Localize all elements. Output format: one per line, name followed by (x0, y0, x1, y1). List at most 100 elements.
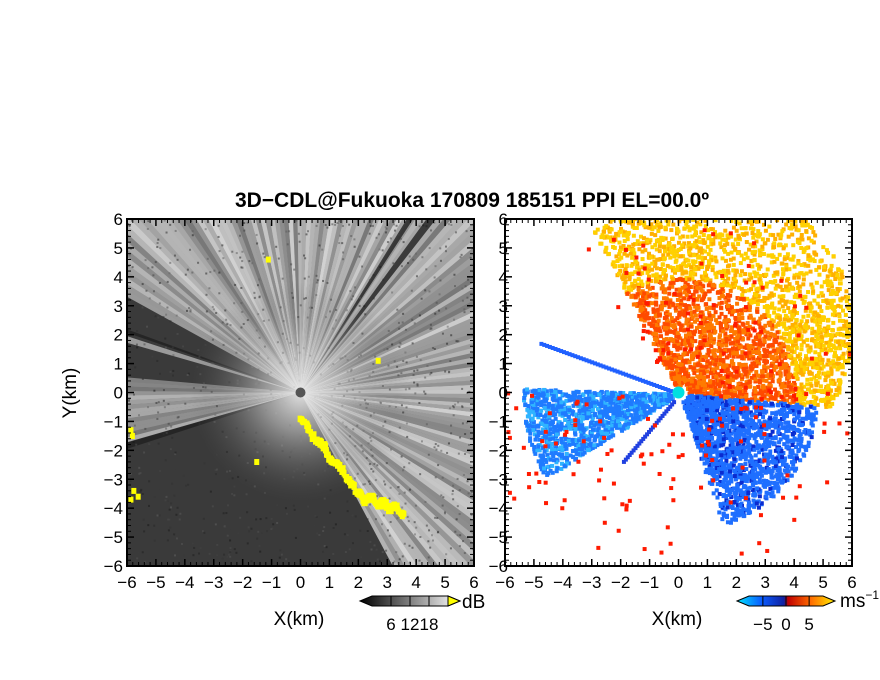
reflectivity-speckle (393, 560, 396, 563)
velocity-receding-gate (792, 264, 797, 269)
reflectivity-speckle (206, 257, 209, 260)
velocity-receding-gate (751, 197, 755, 201)
velocity-receding-gate (841, 355, 846, 360)
reflectivity-speckle (173, 533, 176, 536)
velocity-receding-gate (679, 362, 684, 367)
velocity-receding-gate (810, 331, 815, 336)
velocity-receding-gate (790, 322, 795, 327)
velocity-receding-gate (745, 296, 750, 301)
reflectivity-speckle (162, 389, 165, 392)
velocity-receding-gate (692, 309, 697, 314)
velocity-receding-gate (731, 198, 735, 202)
reflectivity-speckle (440, 494, 443, 497)
velocity-receding-gate (736, 326, 741, 331)
reflectivity-speckle (316, 532, 319, 535)
velocity-receding-gate (676, 229, 681, 234)
reflectivity-speckle (151, 355, 154, 358)
velocity-receding-gate (837, 390, 842, 395)
velocity-receding-gate (724, 343, 729, 348)
reflectivity-xtick-label: 1 (325, 573, 334, 592)
velocity-receding-gate (736, 333, 741, 338)
velocity-approaching-gate (728, 472, 733, 477)
velocity-receding-gate (704, 277, 709, 282)
velocity-receding-gate (706, 234, 711, 239)
reflectivity-speckle (141, 377, 144, 380)
reflectivity-speckle (377, 233, 380, 236)
velocity-receding-gate (631, 213, 635, 217)
velocity-receding-gate (844, 289, 849, 294)
velocity-receding-gate (775, 335, 780, 340)
velocity-receding-gate (742, 186, 746, 190)
velocity-receding-gate (812, 388, 817, 393)
velocity-receding-gate (744, 354, 749, 359)
reflectivity-speckle (223, 553, 226, 556)
velocity-receding-gate (779, 335, 784, 340)
velocity-receding-gate (739, 354, 744, 359)
reflectivity-speckle (433, 446, 436, 449)
reflectivity-speckle (153, 495, 156, 498)
reflectivity-speckle (176, 416, 179, 419)
velocity-receding-gate (641, 304, 646, 309)
reflectivity-speckle (157, 316, 160, 319)
velocity-receding-gate (668, 300, 673, 305)
velocity-receding-gate (687, 332, 692, 337)
reflectivity-speckle (331, 223, 334, 226)
velocity-receding-gate (734, 386, 739, 391)
reflectivity-speckle (142, 518, 145, 521)
reflectivity-speckle (362, 483, 365, 486)
velocity-receding-gate (837, 361, 842, 366)
velocity-receding-gate (735, 191, 739, 195)
velocity-receding-gate (699, 250, 704, 255)
velocity-receding-gate (725, 241, 730, 246)
velocity-receding-gate (685, 282, 690, 287)
velocity-receding-gate (751, 392, 756, 397)
velocity-receding-gate (640, 282, 645, 287)
velocity-receding-gate (792, 275, 797, 280)
velocity-receding-gate (790, 232, 795, 237)
velocity-receding-gate (672, 343, 677, 348)
velocity-receding-gate (780, 349, 785, 354)
reflectivity-speckle (285, 230, 288, 233)
reflectivity-speckle (322, 550, 325, 553)
reflectivity-speckle (162, 315, 165, 318)
reflectivity-speckle (221, 244, 224, 247)
reflectivity-speckle (375, 495, 378, 498)
velocity-receding-gate (656, 318, 661, 323)
velocity-receding-gate (765, 267, 770, 272)
velocity-receding-gate (749, 191, 753, 195)
velocity-receding-gate (647, 263, 652, 268)
velocity-receding-gate (812, 329, 817, 334)
velocity-receding-gate (791, 243, 796, 248)
velocity-receding-gate (750, 264, 755, 269)
reflectivity-speckle (143, 530, 146, 533)
velocity-receding-gate (662, 245, 667, 250)
reflectivity-speckle (414, 504, 417, 507)
velocity-receding-gate (782, 381, 787, 386)
velocity-receding-gate (823, 329, 828, 334)
velocity-receding-gate (794, 361, 799, 366)
velocity-receding-gate (832, 307, 837, 312)
velocity-receding-gate (718, 333, 723, 338)
reflectivity-speckle (250, 527, 253, 530)
velocity-receding-gate (785, 393, 790, 398)
velocity-receding-gate (616, 271, 621, 276)
reflectivity-speckle (430, 229, 433, 232)
reflectivity-speckle (397, 321, 400, 324)
velocity-receding-gate (701, 182, 705, 186)
reflectivity-speckle (358, 296, 361, 299)
velocity-receding-gate (723, 258, 728, 263)
velocity-receding-gate (786, 384, 791, 389)
velocity-receding-gate (686, 288, 691, 293)
velocity-receding-gate (719, 245, 724, 250)
velocity-receding-gate (776, 243, 781, 248)
reflectivity-speckle (437, 464, 440, 467)
velocity-receding-gate (710, 268, 715, 273)
velocity-receding-gate (665, 365, 670, 370)
velocity-receding-gate (706, 385, 711, 390)
velocity-receding-gate (813, 233, 818, 238)
velocity-receding-gate (744, 240, 749, 245)
velocity-receding-gate (812, 313, 817, 318)
velocity-receding-gate (724, 380, 729, 385)
velocity-receding-gate (637, 214, 641, 218)
velocity-receding-gate (749, 300, 754, 305)
